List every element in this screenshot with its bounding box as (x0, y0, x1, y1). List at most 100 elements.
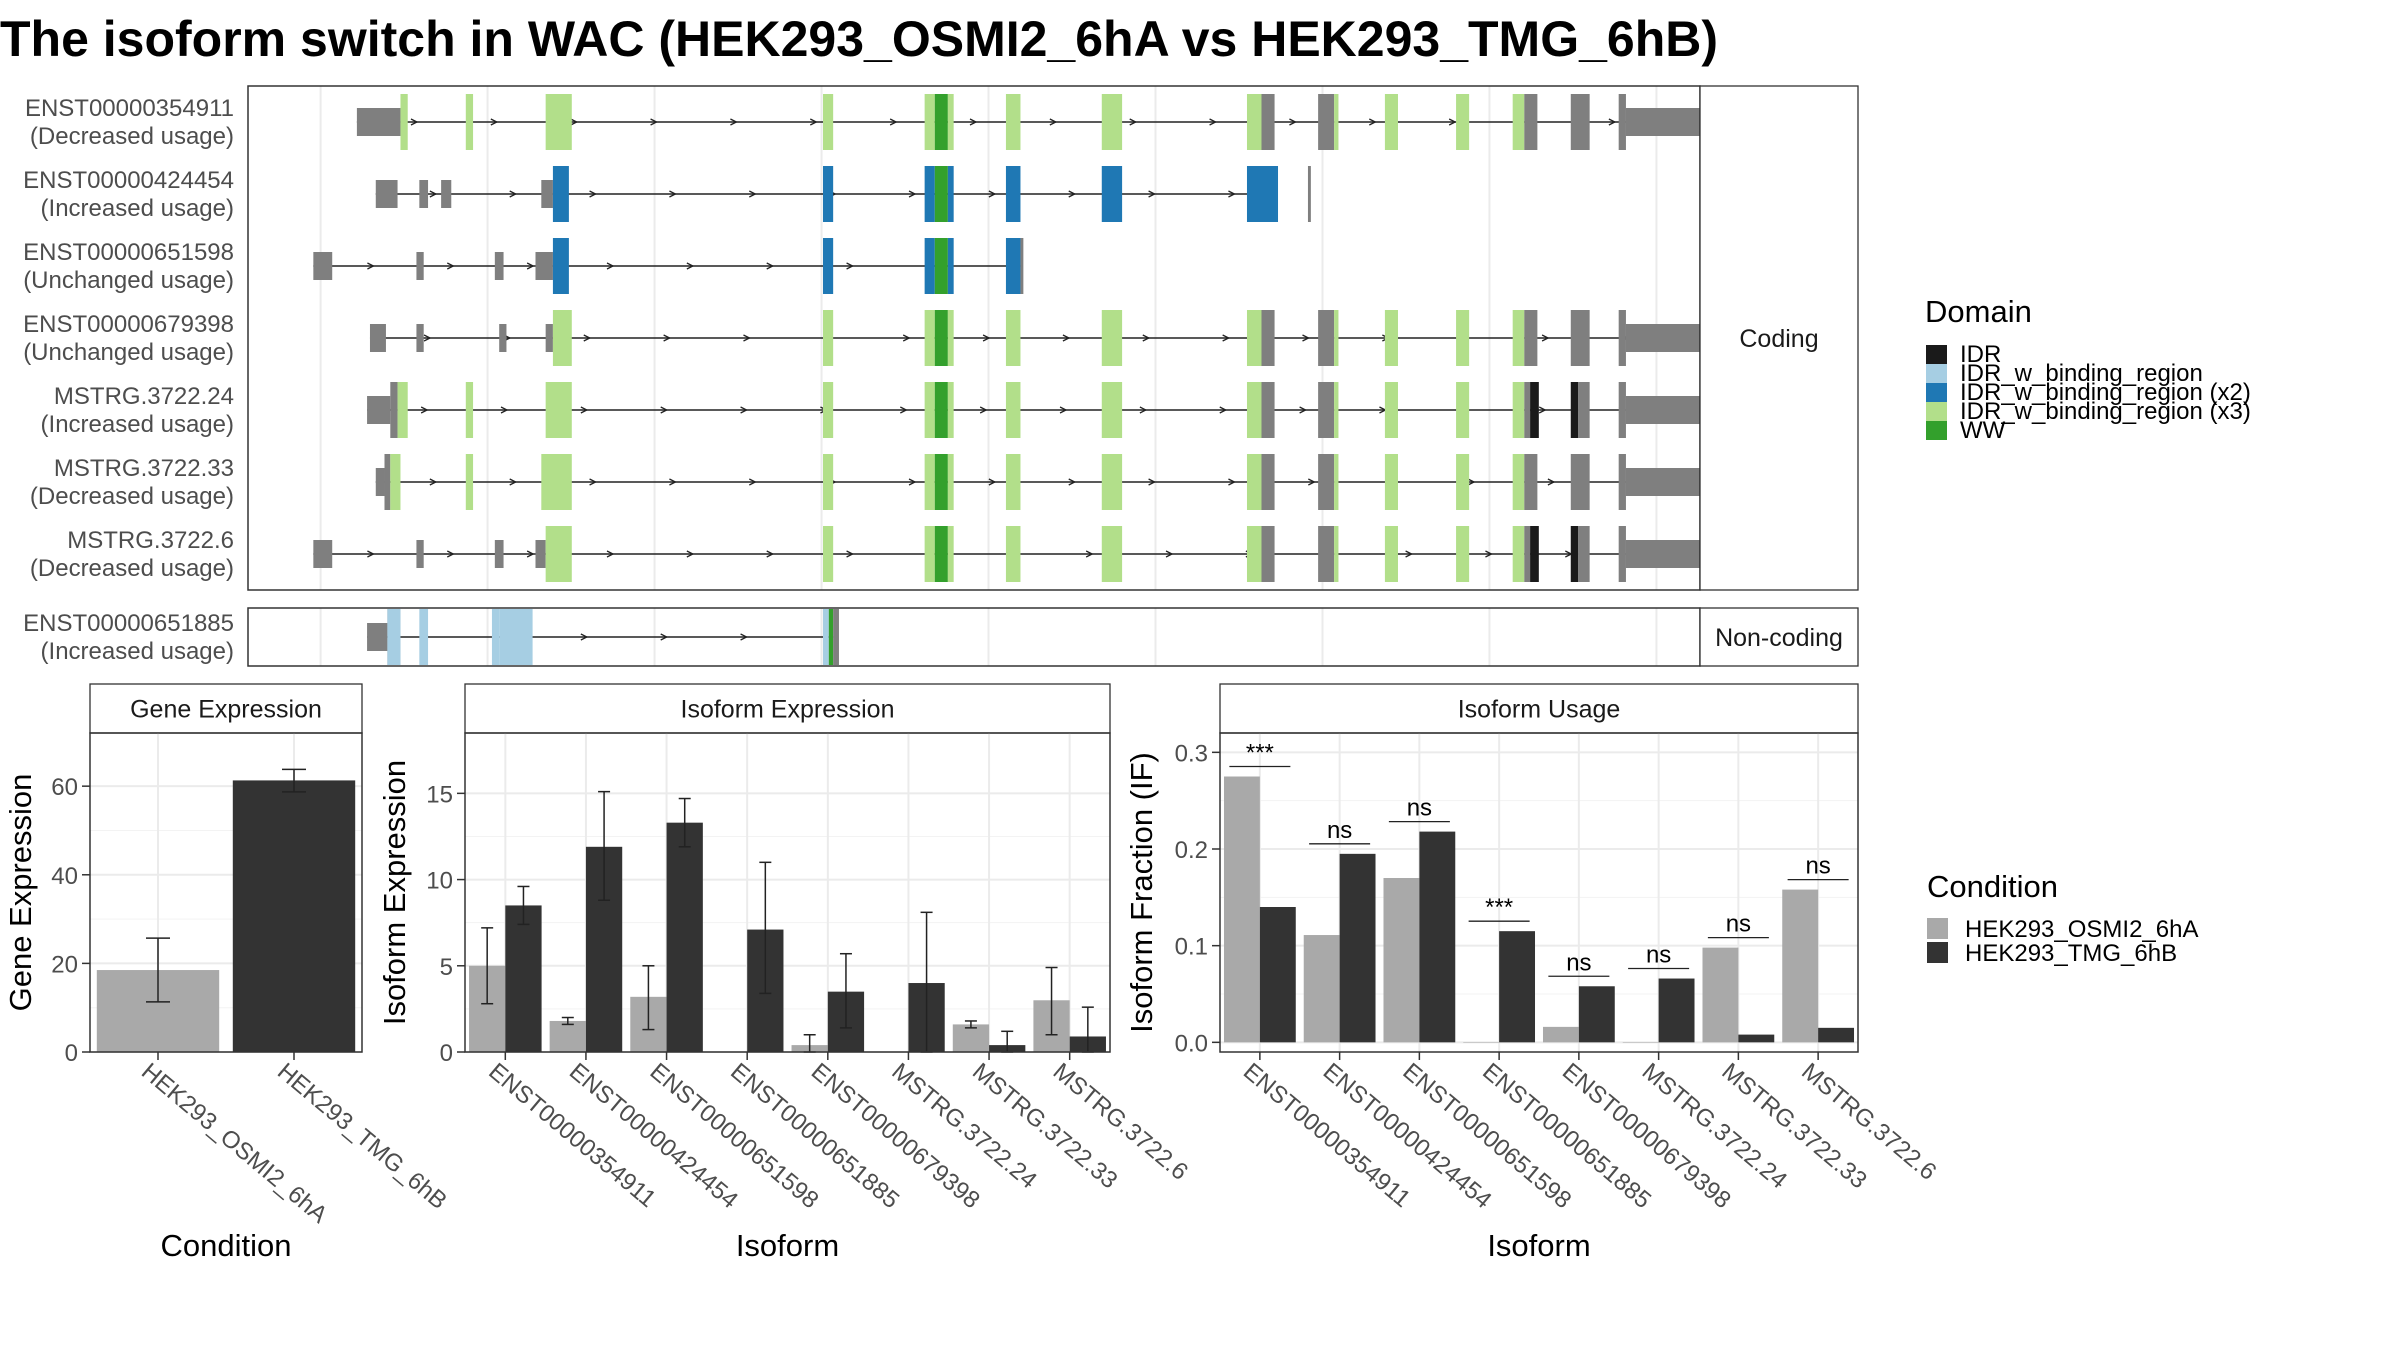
bar (1702, 947, 1739, 1043)
domain-legend-swatch (1926, 345, 1947, 364)
coding-isoform-0-exon-idr-w-binding-region-x3- (400, 94, 408, 150)
coding-isoform-2-direction-arrow (766, 262, 775, 270)
coding-isoform-2-exon-exon (313, 252, 333, 280)
coding-isoform-1-direction-arrow (1068, 190, 1077, 198)
bar (1223, 776, 1260, 1043)
coding-isoform-2-exon-exon (535, 252, 553, 280)
coding-isoform-3-exon-idr-w-binding-region-x3- (1384, 310, 1398, 366)
coding-isoform-0-direction-arrow (650, 118, 659, 126)
coding-isoform-5-exon-idr-w-binding-region-x3- (1246, 454, 1262, 510)
y-tick-label: 5 (440, 954, 453, 981)
coding-isoform-5-direction-arrow (1068, 478, 1077, 486)
coding-isoform-3-exon-idr-w-binding-region-x3- (1456, 310, 1470, 366)
y-tick-label: 60 (51, 774, 78, 801)
coding-isoform-4-direction-arrow (900, 406, 908, 414)
coding-isoform-2-direction-arrow (846, 262, 855, 270)
y-tick-label: 15 (426, 781, 453, 808)
coding-isoform-6-exon-exon (1618, 526, 1626, 582)
coding-isoform-0-exon-idr-w-binding-region-x3- (1005, 94, 1021, 150)
coding-isoform-0-transcript (356, 94, 1700, 150)
significance-label: ns (1327, 817, 1352, 844)
coding-isoform-6-exon-exon (1261, 526, 1275, 582)
coding-isoform-2-direction-arrow (446, 262, 455, 270)
coding-isoform-5-direction-arrow (509, 478, 518, 486)
coding-isoform-3-exon-idr-w-binding-region-x3- (552, 310, 572, 366)
coding-isoform-3-direction-arrow (663, 334, 672, 342)
condition-legend-label: HEK293_OSMI2_6hA (1965, 916, 2198, 943)
coding-isoform-4-exon-exon (390, 382, 398, 438)
coding-isoform-4-direction-arrow (1299, 406, 1308, 414)
bar (952, 1024, 990, 1052)
noncoding-isoform-0-exon-ww (828, 609, 834, 665)
y-tick-label: 0.3 (1175, 740, 1208, 767)
coding-isoform-3-exon-exon (1625, 324, 1700, 352)
bar (1259, 907, 1296, 1043)
coding-isoform-0-direction-arrow (809, 118, 818, 126)
coding-isoform-6-exon-idr-w-binding-region-x3- (924, 526, 935, 582)
coding-isoform-1-exon-idr-w-binding-region-x2- (1101, 166, 1123, 222)
coding-isoform-usage-label: (Decreased usage) (30, 123, 234, 150)
coding-isoform-0-exon-exon (1318, 94, 1335, 150)
coding-isoform-3-direction-arrow (423, 334, 432, 342)
coding-isoform-id-label: MSTRG.3722.33 (54, 455, 234, 482)
coding-isoform-2-exon-idr-w-binding-region-x2- (947, 238, 954, 294)
coding-isoform-1-direction-arrow (749, 190, 757, 198)
coding-isoform-6-exon-idr-w-binding-region-x3- (1384, 526, 1398, 582)
coding-isoform-1-direction-arrow (1228, 190, 1236, 198)
coding-isoform-6-exon-idr-w-binding-region-x3- (1246, 526, 1262, 582)
coding-isoform-5-exon-idr-w-binding-region-x3- (924, 454, 935, 510)
noncoding-isoform-usage-label: (Increased usage) (41, 638, 234, 665)
coding-isoform-1-exon-exon (419, 180, 429, 208)
coding-isoform-6-exon-exon (313, 540, 333, 568)
significance-label: *** (1485, 894, 1513, 921)
x-tick-label: MSTRG.3722.6 (1048, 1058, 1193, 1186)
coding-isoform-0-exon-ww (934, 94, 948, 150)
coding-isoform-4-exon-idr-w-binding-region-x3- (1246, 382, 1262, 438)
coding-isoform-1-exon-ww (934, 166, 948, 222)
coding-isoform-4-exon-idr-w-binding-region-x3- (465, 382, 474, 438)
coding-isoform-1-exon-idr-w-binding-region-x2- (924, 166, 935, 222)
coding-isoform-6-direction-arrow (1405, 550, 1414, 558)
coding-isoform-0-direction-arrow (1448, 118, 1457, 126)
coding-isoform-2-direction-arrow (686, 262, 695, 270)
panel-title-strip (1219, 683, 1859, 734)
coding-isoform-4-direction-arrow (660, 406, 669, 414)
noncoding-isoform-0-exon-idr-w-binding-region (419, 609, 429, 665)
coding-isoform-0-direction-arrow (570, 118, 579, 126)
coding-isoform-2-exon-exon (494, 252, 504, 280)
coding-isoform-5-direction-arrow (988, 478, 997, 486)
y-axis-title: Isoform Expression (377, 760, 412, 1025)
coding-isoform-5-transcript (375, 454, 1700, 510)
x-axis-title: Condition (161, 1228, 292, 1263)
coding-isoform-6-direction-arrow (766, 550, 775, 558)
y-tick-label: 10 (426, 868, 453, 895)
y-axis-title: Gene Expression (3, 774, 38, 1012)
bar (1499, 931, 1536, 1043)
x-tick-label: MSTRG.3722.33 (1717, 1058, 1872, 1194)
coding-isoform-6-direction-arrow (526, 550, 535, 558)
significance-label: ns (1646, 942, 1671, 969)
coding-isoform-6-transcript (313, 526, 1700, 582)
coding-isoform-6-exon-exon (1524, 526, 1531, 582)
coding-isoform-4-exon-exon (1618, 382, 1626, 438)
coding-isoform-3-direction-arrow (902, 334, 911, 342)
coding-isoform-5-direction-arrow (1467, 478, 1476, 486)
domain-legend-label: IDR (1960, 341, 2001, 368)
coding-isoform-2-direction-arrow (606, 262, 615, 270)
panel-title: Gene Expression (130, 696, 322, 724)
coding-isoform-id-label: ENST00000651598 (23, 239, 234, 266)
coding-isoform-5-exon-exon (1618, 454, 1626, 510)
coding-isoform-4-exon-idr-w-binding-region-x3- (924, 382, 935, 438)
coding-isoform-6-exon-exon (1318, 526, 1335, 582)
coding-isoform-6-direction-arrow (1485, 550, 1493, 558)
noncoding-isoform-0-direction-arrow (660, 633, 669, 641)
coding-isoform-3-exon-exon (416, 324, 424, 352)
coding-isoform-5-direction-arrow (589, 478, 598, 486)
coding-isoform-6-exon-idr-w-binding-region-x3- (1005, 526, 1021, 582)
coding-isoform-3-direction-arrow (1222, 334, 1231, 342)
coding-isoform-6-exon-exon (535, 540, 546, 568)
coding-isoform-6-direction-arrow (606, 550, 615, 558)
coding-isoform-4-exon-idr-w-binding-region-x3- (1005, 382, 1021, 438)
coding-isoform-5-exon-idr-w-binding-region-x3- (1512, 454, 1525, 510)
y-tick-label: 0.1 (1175, 934, 1208, 961)
